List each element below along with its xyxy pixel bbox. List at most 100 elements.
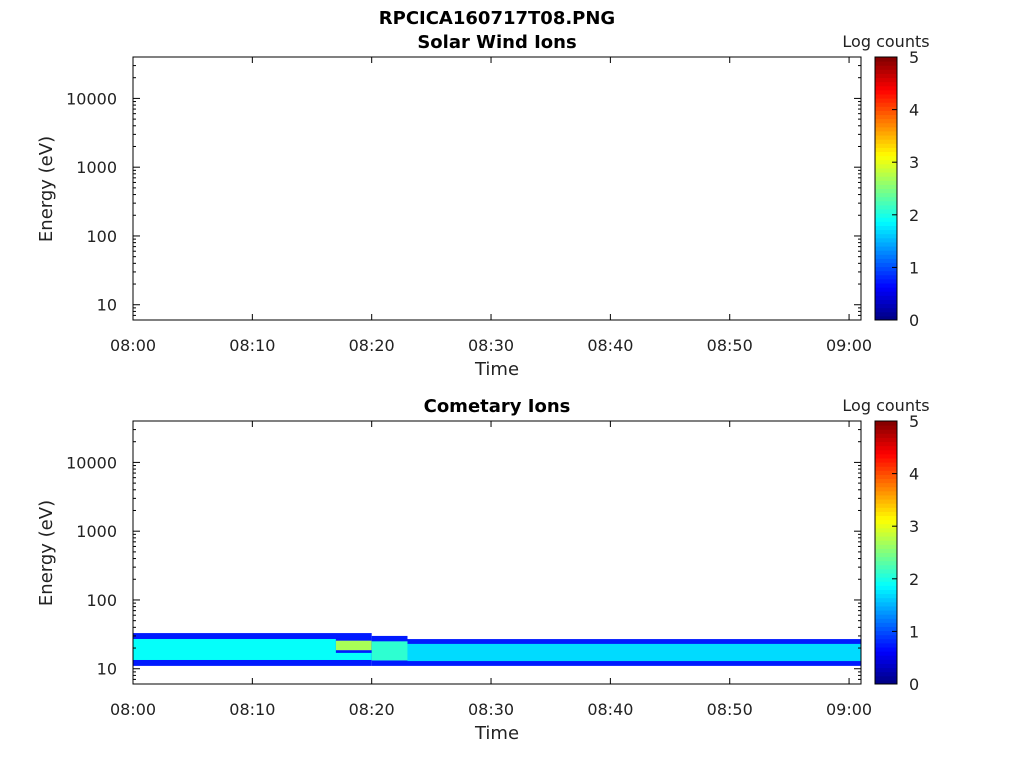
- colorbar-segment: [875, 544, 897, 549]
- colorbar-segment: [875, 126, 897, 132]
- x-tick-label: 08:50: [707, 336, 753, 355]
- colorbar-segment: [875, 106, 897, 111]
- x-axis-label-solar-wind: Time: [474, 359, 519, 380]
- colorbar-segment: [875, 560, 897, 566]
- colorbar-segment: [875, 581, 897, 586]
- x-tick-label: 08:40: [587, 336, 633, 355]
- y-tick-label: 100: [86, 227, 117, 246]
- colorbar-segment: [875, 311, 897, 317]
- colorbar-segment: [875, 642, 897, 648]
- colorbar-segment: [875, 89, 897, 95]
- colorbar-segment: [875, 315, 897, 321]
- colorbar-segment: [875, 118, 897, 124]
- colorbar-segment: [875, 651, 897, 656]
- colorbar-segment: [875, 188, 897, 194]
- x-tick-label: 08:20: [349, 336, 395, 355]
- x-tick-label: 08:00: [110, 700, 156, 719]
- colorbar-segment: [875, 659, 897, 664]
- colorbar-segment: [875, 573, 897, 578]
- colorbar-segment: [875, 614, 897, 619]
- plot-area-solar-wind: 08:00 08:10 08:20 08:30 08:40 08:50 09:00 10 100…: [66, 56, 872, 355]
- x-axis-label-cometary: Time: [474, 723, 519, 744]
- colorbar-segment: [875, 151, 897, 157]
- colorbar-segment: [875, 204, 897, 210]
- colorbar-tick-label: 0: [909, 311, 919, 330]
- colorbar-segment: [875, 679, 897, 685]
- colorbar-tick-label: 1: [909, 258, 919, 277]
- y-tick-label: 10000: [66, 89, 117, 108]
- colorbar-segment: [875, 610, 897, 615]
- colorbar-segment: [875, 196, 897, 202]
- colorbar-segment: [875, 425, 897, 430]
- colorbar-segment: [875, 291, 897, 296]
- colorbar-segment: [875, 622, 897, 627]
- colorbar-tick-label: 3: [909, 153, 919, 172]
- colorbar-segment: [875, 531, 897, 537]
- y-tick-label: 10: [97, 660, 117, 679]
- colorbar-segment: [875, 499, 897, 504]
- colorbar-segment: [875, 568, 897, 574]
- colorbar-segment: [875, 229, 897, 235]
- colorbar-segment: [875, 433, 897, 438]
- colorbar-segment: [875, 102, 897, 107]
- colorbar-segment: [875, 241, 897, 247]
- colorbar-segment: [875, 486, 897, 492]
- colorbar-segment: [875, 200, 897, 206]
- colorbar-segment: [875, 618, 897, 623]
- colorbar-segment: [875, 601, 897, 607]
- colorbar-segment: [875, 503, 897, 508]
- colorbar-segment: [875, 511, 897, 517]
- heatmap-band: [371, 641, 408, 661]
- x-tick-label: 08:20: [349, 700, 395, 719]
- colorbar-label-cometary: Log counts: [842, 396, 929, 415]
- colorbar-segment: [875, 556, 897, 562]
- colorbar-segment: [875, 470, 897, 475]
- plot-frame: [132, 56, 862, 321]
- colorbar-segment: [875, 445, 897, 451]
- colorbar-segment: [875, 605, 897, 611]
- colorbar-segment: [875, 209, 897, 214]
- colorbar-segment: [875, 65, 897, 70]
- colorbar-segment: [875, 225, 897, 231]
- panel-title-solar-wind: Solar Wind Ions: [417, 32, 576, 53]
- y-tick-label: 1000: [76, 522, 117, 541]
- colorbar-segment: [875, 176, 897, 181]
- colorbar-segment: [875, 159, 897, 165]
- colorbar-segment: [875, 295, 897, 300]
- colorbar-segment: [875, 523, 897, 529]
- heatmap-band: [133, 638, 372, 660]
- colorbar-segment: [875, 283, 897, 288]
- colorbar-tick-label: 4: [909, 101, 919, 120]
- colorbar-solar-wind: 0 1 2 3 4 5: [874, 48, 919, 330]
- colorbar-segment: [875, 77, 897, 83]
- colorbar-segment: [875, 233, 897, 239]
- colorbar-segment: [875, 466, 897, 471]
- colorbar-segment: [875, 61, 897, 66]
- colorbar-segment: [875, 626, 897, 632]
- x-tick-label: 08:30: [468, 700, 514, 719]
- colorbar-tick-label: 0: [909, 675, 919, 694]
- y-tick-label: 100: [86, 591, 117, 610]
- colorbar-segment: [875, 564, 897, 570]
- heatmap-band: [407, 643, 861, 662]
- colorbar-tick-label: 2: [909, 206, 919, 225]
- colorbar-segment: [875, 457, 897, 463]
- colorbar-segment: [875, 585, 897, 590]
- colorbar-segment: [875, 663, 897, 669]
- colorbar-segment: [875, 667, 897, 673]
- colorbar-segment: [875, 130, 897, 136]
- colorbar-segment: [875, 453, 897, 459]
- colorbar-segment: [875, 515, 897, 521]
- colorbar-segment: [875, 449, 897, 455]
- colorbar-cometary: 0 1 2 3 4 5: [874, 412, 919, 694]
- colorbar-segment: [875, 147, 897, 153]
- colorbar-segment: [875, 519, 897, 525]
- colorbar-segment: [875, 278, 897, 284]
- colorbar-segment: [875, 527, 897, 533]
- x-tick-label: 08:50: [707, 700, 753, 719]
- colorbar-segment: [875, 589, 897, 595]
- colorbar-segment: [875, 217, 897, 222]
- colorbar-segment: [875, 548, 897, 553]
- plot-area-cometary: 08:00 08:10 08:20 08:30 08:40 08:50 09:00 10 100…: [66, 420, 872, 719]
